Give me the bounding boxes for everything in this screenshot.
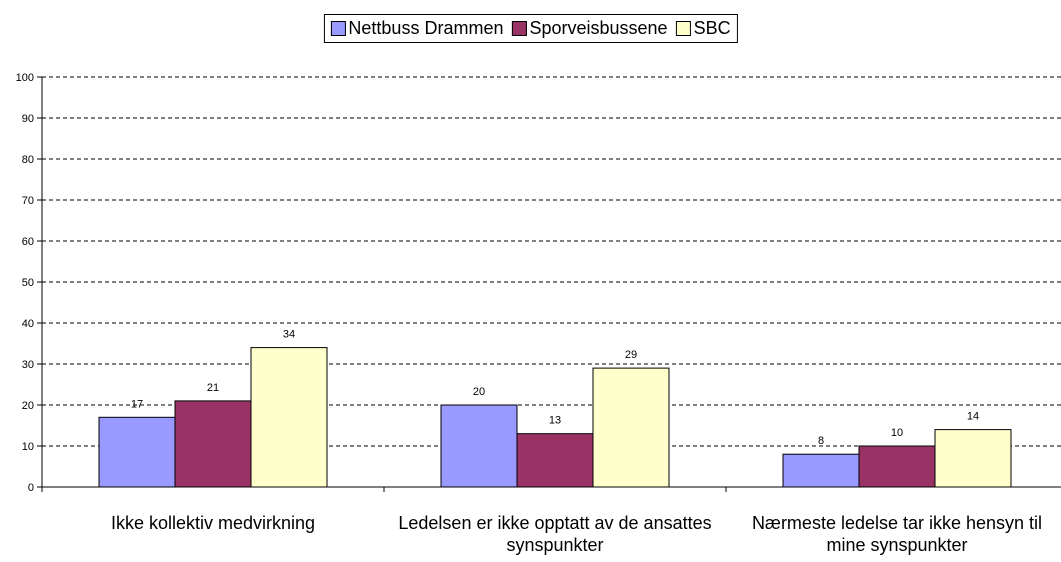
legend-label: Nettbuss Drammen — [348, 18, 504, 38]
bar — [592, 367, 670, 488]
bar — [174, 400, 252, 488]
y-tick-label: 100 — [16, 72, 34, 84]
y-tick-label: 80 — [22, 154, 34, 166]
legend-swatch — [675, 21, 691, 36]
bar — [440, 404, 518, 488]
data-label: 17 — [131, 398, 143, 410]
legend-label: Sporveisbussene — [529, 18, 668, 38]
legend: Nettbuss Drammen Sporveisbussene SBC — [323, 14, 738, 43]
legend-label: SBC — [693, 18, 731, 38]
legend-item: Nettbuss Drammen — [330, 18, 503, 39]
data-label: 14 — [967, 411, 979, 423]
x-tick-label: Nærmeste ledelse tar ikke hensyn til min… — [751, 513, 1043, 555]
data-label: 10 — [891, 427, 903, 439]
y-tick-label: 20 — [22, 400, 34, 412]
bar — [98, 416, 176, 488]
data-label: 20 — [473, 386, 485, 398]
y-tick-label: 70 — [22, 195, 34, 207]
y-tick-label: 30 — [22, 359, 34, 371]
y-tick-label: 50 — [22, 277, 34, 289]
bar — [934, 429, 1012, 488]
legend-item: SBC — [675, 18, 731, 39]
data-label: 29 — [625, 349, 637, 361]
bar — [858, 445, 936, 488]
data-label: 21 — [207, 382, 219, 394]
bar — [516, 433, 594, 488]
legend-swatch — [511, 21, 527, 36]
y-tick-label: 40 — [22, 318, 34, 330]
data-label: 13 — [549, 415, 561, 427]
y-tick-label: 60 — [22, 236, 34, 248]
legend-swatch — [330, 21, 346, 36]
x-tick-label: Ikke kollektiv medvirkning — [110, 513, 316, 533]
data-label: 34 — [283, 329, 295, 341]
y-tick-label: 10 — [22, 441, 34, 453]
legend-item: Sporveisbussene — [511, 18, 668, 39]
y-tick-label: 0 — [28, 482, 34, 494]
bar — [782, 453, 860, 488]
data-label: 8 — [818, 435, 824, 447]
x-tick-label: Ledelsen er ikke opptatt av de ansattes … — [398, 513, 712, 555]
y-tick-label: 90 — [22, 113, 34, 125]
bar — [250, 347, 328, 488]
